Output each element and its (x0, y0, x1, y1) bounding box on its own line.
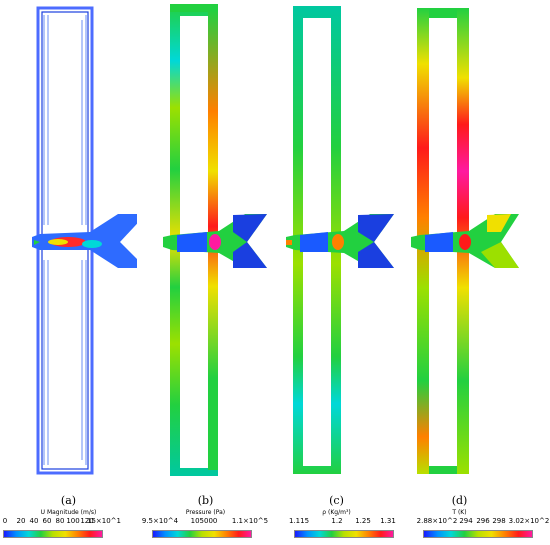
colorbar-tick: 20 (16, 517, 26, 525)
panel-label: (a) (60, 494, 77, 507)
colorbar-title: U Magnitude (m/s) (40, 509, 97, 516)
panel-d: (d) T (K) 2.88×10^2 294 296 298 3.02×10^… (411, 0, 550, 545)
colorbar-tick: 15×10^1 (87, 517, 121, 525)
colorbar-tick: 120 (80, 517, 94, 525)
colorbar-tick: 40 (29, 517, 39, 525)
panel-label: (d) (451, 494, 468, 507)
colorbar-tick: 1.31 (380, 517, 396, 525)
colorbar-ticks: 1.115 1.2 1.25 1.31 (289, 517, 396, 527)
colorbar-tick: 1.1×10^5 (231, 517, 269, 525)
colorbar (3, 530, 103, 538)
panel-c: (c) ρ (Kg/m³) 1.115 1.2 1.25 1.31 (274, 0, 411, 545)
colorbar (152, 530, 252, 538)
pressure-contour-plot (163, 4, 267, 476)
colorbar-tick: 294 (459, 517, 473, 525)
colorbar-tick: 2.88×10^2 (416, 517, 458, 525)
colorbar-title: Pressure (Pa) (185, 509, 226, 516)
colorbar-tick: 105000 (190, 517, 218, 525)
colorbar-tick: 0 (2, 517, 8, 525)
colorbar-tick: 1.2 (331, 517, 343, 525)
colorbar-tick: 60 (42, 517, 52, 525)
colorbar-tick: 9.5×10^4 (141, 517, 179, 525)
colorbar-tick: 296 (476, 517, 490, 525)
density-contour-plot (286, 6, 394, 474)
colorbar-tick: 100 (66, 517, 80, 525)
panel-label: (c) (329, 494, 344, 507)
colorbar-tick: 1.25 (355, 517, 371, 525)
colorbar (423, 530, 533, 538)
colorbar (294, 530, 394, 538)
velocity-streamline-plot (32, 6, 137, 475)
temperature-contour-plot (411, 8, 519, 474)
colorbar-ticks: 2.88×10^2 294 296 298 3.02×10^2 (417, 517, 550, 527)
colorbar-title: ρ (Kg/m³) (322, 509, 351, 516)
colorbar-tick: 1.115 (288, 517, 310, 525)
colorbar-ticks: 0 20 40 60 80 100 120 15×10^1 (2, 517, 121, 527)
panel-b: (b) Pressure (Pa) 9.5×10^4 105000 1.1×10… (137, 0, 274, 545)
colorbar-title: T (K) (452, 509, 467, 516)
panel-label: (b) (197, 494, 214, 507)
colorbar-tick: 80 (55, 517, 65, 525)
colorbar-tick: 298 (492, 517, 506, 525)
panel-a: (a) U Magnitude (m/s) 0 20 40 60 80 100 … (0, 0, 137, 545)
colorbar-ticks: 9.5×10^4 105000 1.1×10^5 (142, 517, 268, 527)
colorbar-tick: 3.02×10^2 (508, 517, 550, 525)
